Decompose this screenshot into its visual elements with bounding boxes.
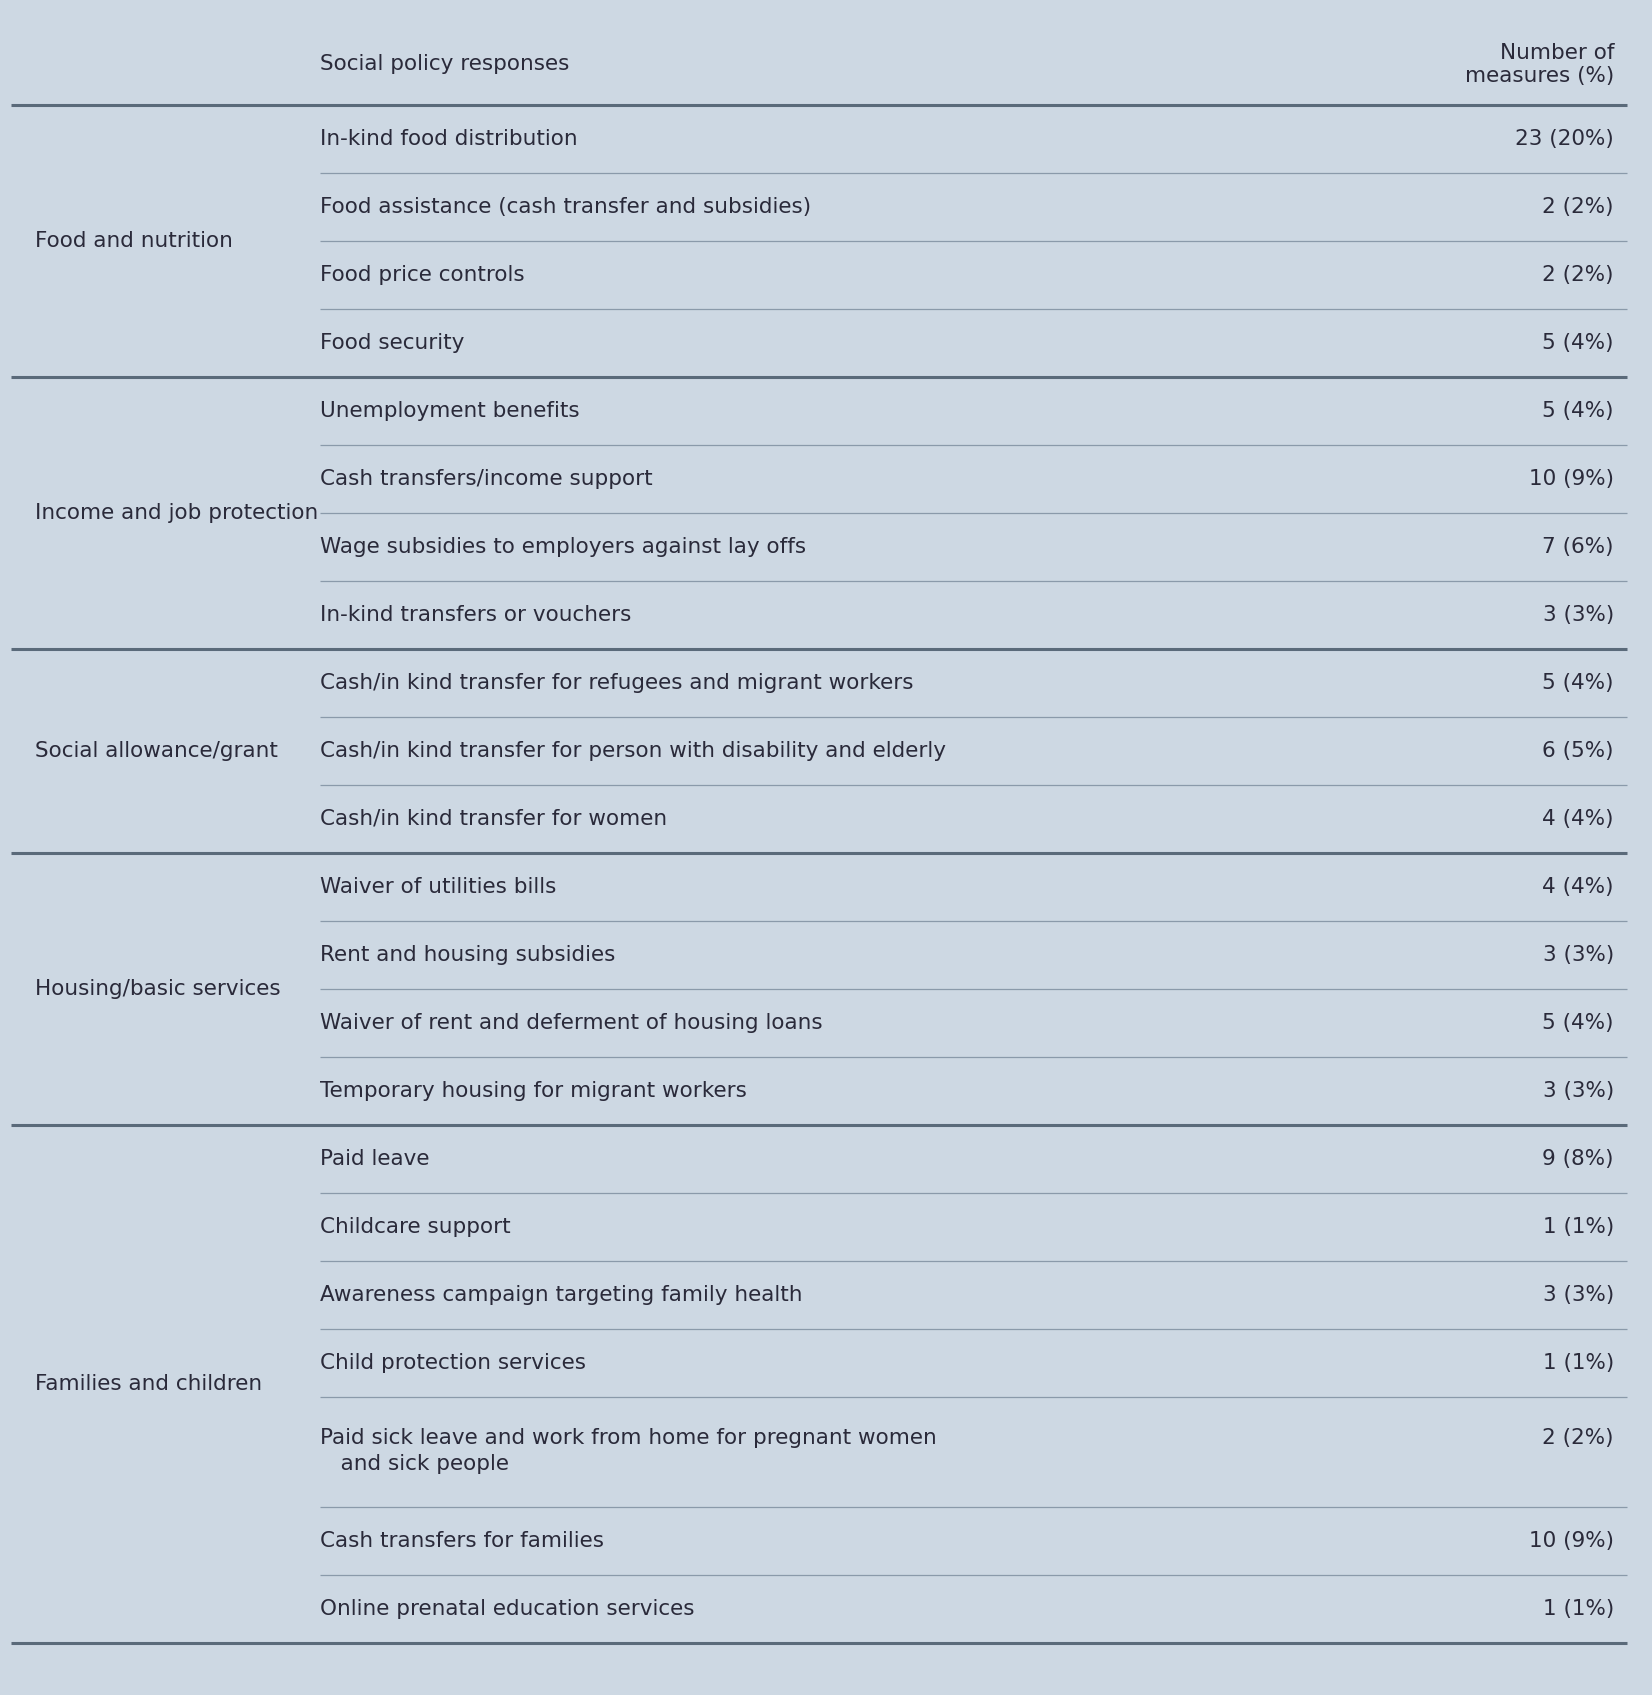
- Text: 3 (3%): 3 (3%): [1543, 605, 1614, 625]
- Text: 6 (5%): 6 (5%): [1543, 741, 1614, 761]
- Text: Paid leave: Paid leave: [320, 1149, 430, 1170]
- Text: In-kind transfers or vouchers: In-kind transfers or vouchers: [320, 605, 631, 625]
- Text: Income and job protection: Income and job protection: [35, 503, 319, 524]
- Text: 2 (2%): 2 (2%): [1543, 264, 1614, 285]
- Text: Child protection services: Child protection services: [320, 1353, 586, 1373]
- Text: Unemployment benefits: Unemployment benefits: [320, 402, 580, 420]
- Text: Waiver of utilities bills: Waiver of utilities bills: [320, 876, 557, 897]
- Text: Food security: Food security: [320, 332, 464, 353]
- Text: Cash/in kind transfer for person with disability and elderly: Cash/in kind transfer for person with di…: [320, 741, 947, 761]
- Text: Waiver of rent and deferment of housing loans: Waiver of rent and deferment of housing …: [320, 1014, 823, 1032]
- Text: 1 (1%): 1 (1%): [1543, 1353, 1614, 1373]
- Text: Rent and housing subsidies: Rent and housing subsidies: [320, 946, 616, 964]
- Text: 2 (2%): 2 (2%): [1543, 197, 1614, 217]
- Text: In-kind food distribution: In-kind food distribution: [320, 129, 578, 149]
- Text: Food price controls: Food price controls: [320, 264, 525, 285]
- Text: 1 (1%): 1 (1%): [1543, 1217, 1614, 1237]
- Text: Cash transfers for families: Cash transfers for families: [320, 1531, 605, 1551]
- Text: 5 (4%): 5 (4%): [1543, 1014, 1614, 1032]
- Text: Housing/basic services: Housing/basic services: [35, 980, 281, 998]
- Text: Wage subsidies to employers against lay offs: Wage subsidies to employers against lay …: [320, 537, 806, 558]
- Text: Food and nutrition: Food and nutrition: [35, 231, 233, 251]
- Text: Online prenatal education services: Online prenatal education services: [320, 1598, 694, 1619]
- Text: 7 (6%): 7 (6%): [1543, 537, 1614, 558]
- Text: 4 (4%): 4 (4%): [1543, 876, 1614, 897]
- Text: 10 (9%): 10 (9%): [1530, 470, 1614, 488]
- Text: 3 (3%): 3 (3%): [1543, 1081, 1614, 1102]
- Text: 5 (4%): 5 (4%): [1543, 673, 1614, 693]
- Text: 23 (20%): 23 (20%): [1515, 129, 1614, 149]
- Text: 2 (2%): 2 (2%): [1543, 1427, 1614, 1448]
- Text: Childcare support: Childcare support: [320, 1217, 510, 1237]
- Text: Number of
measures (%): Number of measures (%): [1465, 42, 1614, 86]
- Text: 9 (8%): 9 (8%): [1543, 1149, 1614, 1170]
- Text: Awareness campaign targeting family health: Awareness campaign targeting family heal…: [320, 1285, 803, 1305]
- Text: 1 (1%): 1 (1%): [1543, 1598, 1614, 1619]
- Text: Cash transfers/income support: Cash transfers/income support: [320, 470, 653, 488]
- Text: Cash/in kind transfer for women: Cash/in kind transfer for women: [320, 809, 667, 829]
- Text: 5 (4%): 5 (4%): [1543, 332, 1614, 353]
- Text: Food assistance (cash transfer and subsidies): Food assistance (cash transfer and subsi…: [320, 197, 811, 217]
- Text: Families and children: Families and children: [35, 1375, 263, 1393]
- Text: Cash/in kind transfer for refugees and migrant workers: Cash/in kind transfer for refugees and m…: [320, 673, 914, 693]
- Text: 3 (3%): 3 (3%): [1543, 946, 1614, 964]
- Text: Temporary housing for migrant workers: Temporary housing for migrant workers: [320, 1081, 747, 1102]
- Text: Paid sick leave and work from home for pregnant women
   and sick people: Paid sick leave and work from home for p…: [320, 1427, 937, 1475]
- Text: 3 (3%): 3 (3%): [1543, 1285, 1614, 1305]
- Text: Social policy responses: Social policy responses: [320, 54, 570, 75]
- Text: 10 (9%): 10 (9%): [1530, 1531, 1614, 1551]
- Text: Social allowance/grant: Social allowance/grant: [35, 741, 278, 761]
- Text: 4 (4%): 4 (4%): [1543, 809, 1614, 829]
- Text: 5 (4%): 5 (4%): [1543, 402, 1614, 420]
